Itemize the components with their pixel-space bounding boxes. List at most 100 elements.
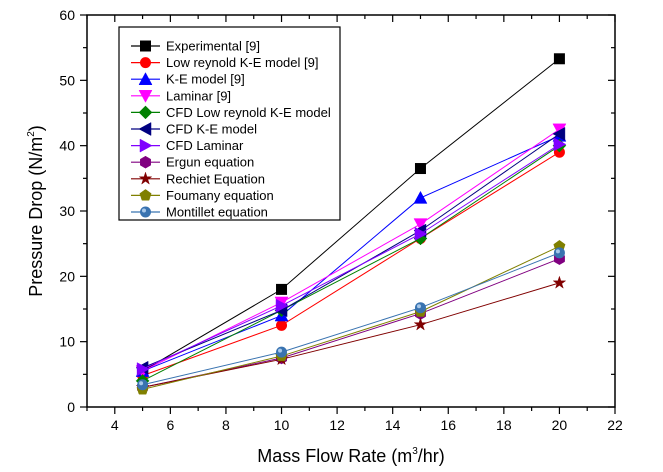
x-tick-label: 10 bbox=[274, 417, 290, 433]
series-line bbox=[142, 135, 560, 372]
legend-item: Montillet equation bbox=[131, 205, 268, 220]
legend-item: Ergun equation bbox=[131, 155, 254, 170]
legend-marker bbox=[138, 122, 152, 136]
x-axis-title: Mass Flow Rate (m3/hr) bbox=[257, 446, 445, 466]
legend-label: K-E model [9] bbox=[166, 72, 245, 87]
data-point bbox=[552, 275, 567, 289]
legend-label: Laminar [9] bbox=[166, 88, 231, 103]
sphere-highlight bbox=[416, 304, 421, 309]
data-point bbox=[553, 137, 567, 152]
sphere-highlight bbox=[142, 208, 146, 213]
legend-label: CFD Low reynold K-E model bbox=[166, 105, 331, 120]
data-point bbox=[276, 319, 288, 331]
y-tick-label: 60 bbox=[59, 7, 75, 23]
series-cfd-laminar bbox=[136, 137, 567, 377]
legend-item: Laminar [9] bbox=[131, 88, 231, 103]
x-tick-label: 12 bbox=[329, 417, 345, 433]
legend-marker bbox=[140, 155, 151, 169]
legend-item: Foumany equation bbox=[131, 188, 274, 203]
legend: Experimental [9]Low reynold K-E model [9… bbox=[118, 26, 341, 221]
legend-item: CFD Laminar bbox=[131, 138, 244, 153]
legend-item: Rechiet Equation bbox=[131, 171, 265, 186]
series-line bbox=[142, 133, 560, 369]
y-tick-label: 30 bbox=[59, 203, 75, 219]
x-axis-title-main: Mass Flow Rate (m bbox=[257, 446, 412, 466]
y-tick-label: 20 bbox=[59, 268, 75, 284]
legend-label: Foumany equation bbox=[166, 188, 274, 203]
legend-marker bbox=[138, 72, 153, 85]
legend-box bbox=[118, 26, 341, 221]
legend-marker bbox=[138, 105, 153, 120]
series-cfd-k-e-model bbox=[135, 126, 566, 375]
legend-marker bbox=[140, 206, 151, 218]
sphere-body bbox=[137, 379, 149, 391]
x-tick-label: 16 bbox=[440, 417, 456, 433]
data-point bbox=[413, 190, 428, 204]
legend-item: CFD K-E model bbox=[131, 122, 257, 137]
x-tick-label: 14 bbox=[385, 417, 401, 433]
series-line bbox=[142, 128, 560, 372]
data-point bbox=[414, 302, 426, 314]
data-point bbox=[136, 362, 150, 377]
data-point bbox=[413, 218, 428, 232]
data-point bbox=[553, 53, 565, 65]
legend-marker bbox=[138, 171, 153, 185]
series-line bbox=[142, 282, 560, 388]
x-tick-label: 8 bbox=[222, 417, 230, 433]
x-tick-label: 4 bbox=[111, 417, 119, 433]
legend-label: Low reynold K-E model [9] bbox=[166, 55, 318, 70]
legend-marker bbox=[138, 90, 153, 103]
x-tick-label: 22 bbox=[607, 417, 623, 433]
sphere-highlight bbox=[139, 381, 144, 386]
data-point bbox=[414, 226, 428, 241]
legend-label: Experimental [9] bbox=[166, 39, 260, 54]
series-line bbox=[142, 252, 560, 386]
sphere-body bbox=[414, 302, 426, 314]
axis-ticks: 4 6 8 10 12 14 16 18 20 22 0 10 20 30 40 50 60 bbox=[59, 7, 623, 433]
x-tick-label: 6 bbox=[166, 417, 174, 433]
legend-marker bbox=[140, 40, 151, 52]
series-line bbox=[142, 143, 560, 370]
y-tick-label: 50 bbox=[59, 72, 75, 88]
series-montillet-equation bbox=[137, 247, 565, 391]
legend-label: Rechiet Equation bbox=[166, 171, 265, 186]
legend-item: K-E model [9] bbox=[131, 72, 245, 87]
series-line bbox=[142, 245, 560, 390]
data-point bbox=[137, 379, 149, 391]
x-axis-title-tail: /hr) bbox=[418, 446, 445, 466]
sphere-body bbox=[140, 206, 151, 218]
legend-marker bbox=[139, 138, 153, 153]
y-tick-label: 40 bbox=[59, 138, 75, 154]
data-point bbox=[276, 346, 288, 358]
x-tick-label: 18 bbox=[496, 417, 512, 433]
sphere-body bbox=[276, 346, 288, 358]
series-group bbox=[135, 53, 567, 395]
legend-item: CFD Low reynold K-E model bbox=[131, 105, 331, 120]
sphere-body bbox=[553, 247, 565, 259]
legend-label: Montillet equation bbox=[166, 205, 268, 220]
legend-marker bbox=[140, 57, 151, 69]
series-line bbox=[142, 151, 560, 377]
data-point bbox=[275, 298, 289, 313]
y-axis-title-sup: 2 bbox=[26, 131, 37, 137]
legend-item: Low reynold K-E model [9] bbox=[131, 55, 318, 70]
x-axis-title-sup: 3 bbox=[412, 446, 418, 457]
sphere-highlight bbox=[555, 249, 560, 254]
legend-label: CFD K-E model bbox=[166, 122, 257, 137]
legend-label: Ergun equation bbox=[166, 155, 254, 170]
y-tick-label: 0 bbox=[67, 399, 75, 415]
data-point bbox=[414, 163, 426, 175]
data-point bbox=[552, 126, 566, 141]
data-point bbox=[413, 317, 428, 331]
x-tick-label: 20 bbox=[552, 417, 568, 433]
y-axis-title: Pressure Drop (N/m2) bbox=[26, 125, 46, 297]
legend-marker bbox=[139, 189, 152, 201]
series-line bbox=[142, 58, 560, 372]
y-axis-title-tail: ) bbox=[26, 125, 46, 131]
legend-label: CFD Laminar bbox=[166, 138, 244, 153]
data-point bbox=[553, 247, 565, 259]
series-line bbox=[142, 145, 560, 382]
y-axis-title-main: Pressure Drop (N/m bbox=[26, 137, 46, 297]
y-tick-label: 10 bbox=[59, 334, 75, 350]
